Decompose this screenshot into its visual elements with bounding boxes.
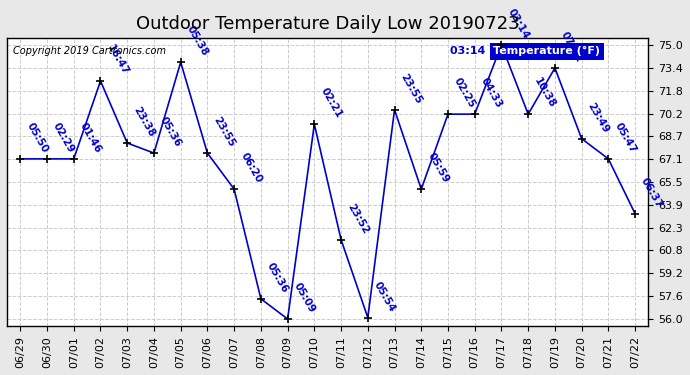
Text: 02:25: 02:25 (452, 76, 477, 110)
Text: 05:59: 05:59 (426, 152, 451, 185)
Text: 07:11: 07:11 (559, 30, 584, 64)
Text: 05:38: 05:38 (185, 24, 210, 58)
Text: 05:54: 05:54 (372, 280, 397, 314)
Text: 23:52: 23:52 (345, 202, 371, 236)
Text: 10:38: 10:38 (533, 76, 558, 110)
Text: 03:14: 03:14 (450, 46, 489, 56)
Text: Temperature (°F): Temperature (°F) (493, 46, 600, 56)
Text: 01:46: 01:46 (78, 121, 104, 155)
Title: Outdoor Temperature Daily Low 20190723: Outdoor Temperature Daily Low 20190723 (136, 15, 520, 33)
Text: 05:36: 05:36 (158, 115, 184, 149)
Text: 05:50: 05:50 (24, 121, 50, 155)
Text: 05:47: 05:47 (613, 121, 638, 155)
Text: 05:36: 05:36 (265, 261, 290, 295)
Text: 23:55: 23:55 (399, 72, 424, 106)
Text: 23:49: 23:49 (586, 101, 611, 135)
Text: 16:47: 16:47 (105, 43, 130, 77)
Text: 05:09: 05:09 (292, 281, 317, 315)
Text: 23:55: 23:55 (212, 115, 237, 149)
Text: 23:38: 23:38 (131, 105, 157, 139)
Text: 02:29: 02:29 (51, 121, 77, 155)
Text: 03:14: 03:14 (506, 7, 531, 41)
Text: Copyright 2019 Cartronics.com: Copyright 2019 Cartronics.com (13, 46, 166, 56)
Text: 02:21: 02:21 (319, 86, 344, 120)
Text: 04:33: 04:33 (479, 76, 504, 110)
Text: 06:37: 06:37 (639, 176, 664, 210)
Text: 06:20: 06:20 (238, 151, 264, 185)
